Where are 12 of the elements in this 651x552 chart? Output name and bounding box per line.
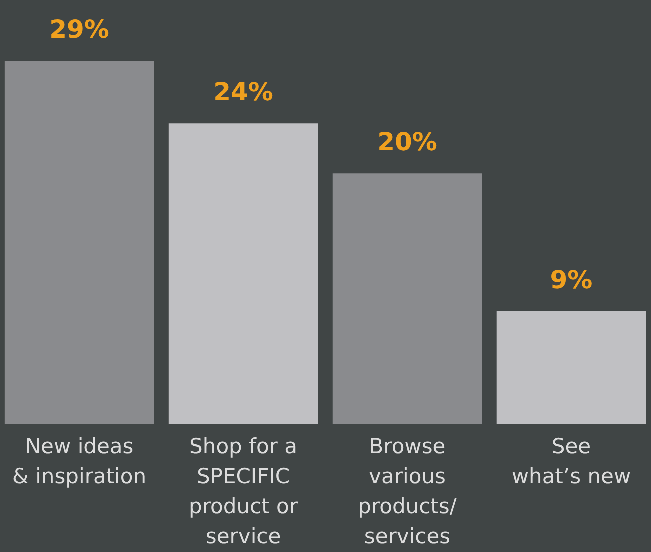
x-tick-label: Shop for a SPECIFIC product or service	[189, 434, 298, 548]
x-tick-label: New ideas & inspiration	[12, 434, 147, 488]
bar	[332, 174, 482, 424]
data-label: 20%	[378, 128, 438, 157]
x-tick-label: Browse various products/ services	[358, 434, 458, 548]
x-tick-label: See what’s new	[512, 434, 632, 488]
bar	[496, 311, 646, 424]
bar	[168, 124, 318, 424]
bar	[4, 61, 154, 424]
data-label: 29%	[50, 15, 110, 44]
data-label: 9%	[550, 265, 593, 294]
data-label: 24%	[214, 78, 274, 107]
